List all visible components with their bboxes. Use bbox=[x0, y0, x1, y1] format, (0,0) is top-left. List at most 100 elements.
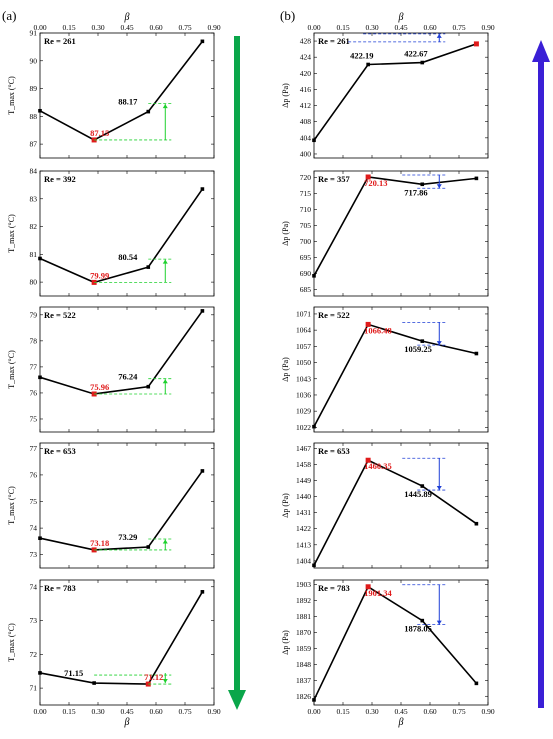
data-point bbox=[38, 108, 42, 113]
series-line bbox=[39, 188, 204, 284]
min-value-label: 71.12 bbox=[144, 672, 163, 682]
chart-panel-b-2: 685 690 695 700 705 710 715 720 Δp (Pa) Re = 357 7… bbox=[281, 170, 489, 297]
min-value-label: 1901.34 bbox=[364, 588, 392, 598]
data-point bbox=[420, 484, 425, 488]
value-label: 1878.05 bbox=[404, 624, 432, 634]
y-tick-label: 1036 bbox=[296, 390, 311, 399]
value-label: 73.29 bbox=[118, 532, 137, 542]
plot-frame bbox=[39, 579, 215, 706]
data-point bbox=[474, 521, 479, 526]
y-tick-label: 428 bbox=[300, 37, 312, 46]
y-tick-label: 77 bbox=[30, 444, 38, 453]
chart-panel-a-1: 0.00 0.15 0.30 0.45 0.60 0.75 0.90 β 87 88 89 90 91 T… bbox=[7, 12, 221, 159]
y-tick-label: 1071 bbox=[296, 309, 311, 318]
data-point bbox=[146, 384, 151, 389]
y-axis-label: T_max (°C) bbox=[7, 76, 16, 115]
change-arrow-head bbox=[162, 379, 168, 384]
plot-frame bbox=[313, 579, 489, 706]
x-tick-label-top: 0.30 bbox=[91, 23, 104, 32]
y-tick-label: 685 bbox=[300, 285, 312, 294]
y-tick-label: 1449 bbox=[296, 476, 311, 485]
y-axis-label: Δp (Pa) bbox=[281, 493, 290, 518]
y-tick-label: 79 bbox=[30, 310, 38, 319]
x-tick-label-top: 0.90 bbox=[207, 23, 220, 32]
data-point bbox=[200, 590, 205, 594]
y-tick-label: 74 bbox=[30, 582, 38, 591]
x-tick-label-top: 0.00 bbox=[33, 23, 46, 32]
plot-frame bbox=[39, 170, 215, 297]
y-tick-label: 416 bbox=[300, 85, 312, 94]
series-line bbox=[39, 591, 204, 685]
value-label: 88.17 bbox=[118, 97, 138, 107]
y-tick-label: 1440 bbox=[296, 492, 311, 501]
plot-frame bbox=[313, 32, 489, 159]
y-axis-label: T_max (°C) bbox=[7, 486, 16, 525]
y-tick-label: 78 bbox=[30, 336, 38, 345]
chart-panel-a-2: 80 81 82 83 84 T_max (°C) Re = 392 79.99 80.54 bbox=[7, 167, 215, 297]
value-label: 422.67 bbox=[404, 49, 428, 59]
y-tick-label: 77 bbox=[30, 362, 38, 371]
re-label: Re = 392 bbox=[44, 174, 76, 184]
y-tick-label: 700 bbox=[300, 237, 312, 246]
data-point bbox=[420, 339, 425, 343]
series-line bbox=[39, 40, 204, 141]
data-point bbox=[312, 698, 316, 702]
y-tick-label: 82 bbox=[30, 222, 38, 231]
x-tick-label-top: 0.60 bbox=[149, 23, 162, 32]
y-tick-label: 73 bbox=[30, 550, 38, 559]
y-axis-label: Δp (Pa) bbox=[281, 83, 290, 108]
data-point bbox=[312, 563, 316, 568]
x-tick-label-top: 0.45 bbox=[394, 23, 407, 32]
re-label: Re = 357 bbox=[318, 174, 351, 184]
min-value-label: 1066.48 bbox=[364, 325, 392, 335]
change-arrow-head bbox=[436, 486, 442, 491]
x-tick-label-top: 0.60 bbox=[423, 23, 436, 32]
x-tick-label: 0.75 bbox=[452, 707, 465, 716]
y-tick-label: 1064 bbox=[296, 326, 311, 335]
y-tick-label: 424 bbox=[300, 53, 312, 62]
x-axis-label: β bbox=[124, 717, 130, 728]
highlight-point bbox=[473, 41, 479, 47]
y-tick-label: 420 bbox=[300, 69, 312, 78]
y-tick-label: 1826 bbox=[296, 692, 311, 701]
y-tick-label: 1467 bbox=[296, 444, 311, 453]
min-value-label: 1460.35 bbox=[364, 461, 392, 471]
x-tick-label: 0.00 bbox=[307, 707, 320, 716]
data-point bbox=[312, 424, 316, 429]
chart-panel-b-1: 0.00 0.15 0.30 0.45 0.60 0.75 0.90 β 400 404 408 41… bbox=[281, 12, 495, 158]
y-axis-label: Δp (Pa) bbox=[281, 221, 290, 246]
x-tick-label: 0.90 bbox=[207, 707, 220, 716]
data-point bbox=[38, 256, 42, 261]
data-point bbox=[38, 375, 42, 380]
change-arrow-head bbox=[162, 104, 168, 109]
change-arrow-head bbox=[436, 620, 442, 625]
y-tick-label: 1413 bbox=[296, 540, 311, 549]
y-tick-label: 89 bbox=[30, 84, 38, 93]
y-axis-label: T_max (°C) bbox=[7, 214, 16, 253]
data-point bbox=[420, 60, 425, 65]
value-label: 422.19 bbox=[350, 50, 373, 60]
re-label: Re = 522 bbox=[318, 310, 350, 320]
y-tick-label: 1043 bbox=[296, 374, 311, 383]
y-tick-label: 1050 bbox=[296, 358, 311, 367]
y-tick-label: 705 bbox=[300, 221, 312, 230]
y-tick-label: 71 bbox=[30, 684, 38, 693]
x-tick-label-top: 0.90 bbox=[481, 23, 494, 32]
y-tick-label: 710 bbox=[300, 205, 312, 214]
series-line bbox=[313, 176, 477, 277]
plot-frame bbox=[39, 32, 215, 159]
y-tick-label: 88 bbox=[30, 112, 38, 121]
y-tick-label: 76 bbox=[30, 470, 38, 479]
series-line bbox=[313, 323, 477, 428]
x-tick-label: 0.45 bbox=[120, 707, 133, 716]
x-axis-label-top: β bbox=[124, 12, 130, 23]
y-tick-label: 1903 bbox=[296, 580, 311, 589]
panel-label-b: (b) bbox=[280, 8, 295, 23]
data-point bbox=[38, 671, 42, 675]
chart-panel-a-3: 75 76 77 78 79 T_max (°C) Re = 522 75.96 76.24 bbox=[7, 306, 215, 433]
x-tick-label-top: 0.45 bbox=[120, 23, 133, 32]
data-point bbox=[420, 182, 425, 187]
y-tick-label: 73 bbox=[30, 616, 38, 625]
data-point bbox=[312, 274, 316, 278]
